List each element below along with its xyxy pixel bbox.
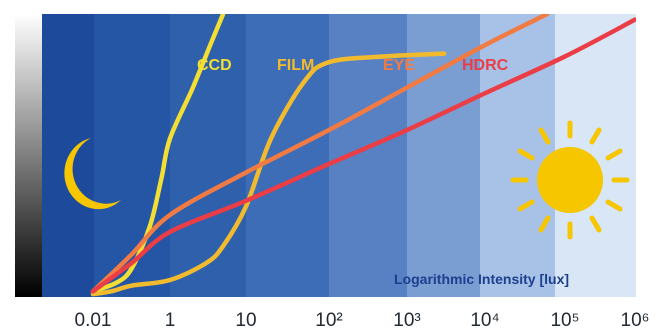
x-tick-label-2: 1 xyxy=(165,310,176,331)
x-tick-label-8: 10⁶ xyxy=(621,310,650,331)
intensity-band-3 xyxy=(170,14,246,297)
curves-layer xyxy=(90,14,636,297)
intensity-band-4 xyxy=(246,14,329,297)
hdrc-curve xyxy=(90,17,636,294)
ccd-curve-label: CCD xyxy=(197,57,232,74)
moon-icon xyxy=(64,138,121,210)
ccd-curve xyxy=(90,14,226,294)
film-curve xyxy=(90,51,447,297)
x-tick-label-1: 0.01 xyxy=(75,310,112,331)
x-tick-label-6: 10⁴ xyxy=(470,310,499,331)
intensity-band-1 xyxy=(42,14,94,297)
intensity-band-7 xyxy=(480,14,555,297)
intensity-band-2 xyxy=(94,14,170,297)
intensity-band-6 xyxy=(407,14,480,297)
film-curve-label: FILM xyxy=(277,57,314,74)
x-tick-label-4: 10² xyxy=(315,310,342,331)
eye-curve xyxy=(90,14,550,294)
hdrc-curve-label: HDRC xyxy=(462,57,509,74)
x-tick-label-3: 10 xyxy=(235,310,256,331)
x-tick-label-7: 10⁵ xyxy=(550,310,579,331)
x-tick-label-5: 10³ xyxy=(393,310,420,331)
x-axis-label: Logarithmic Intensity [lux] xyxy=(394,271,569,287)
symbols-layer xyxy=(64,120,630,240)
left-gradient-strip xyxy=(15,14,42,297)
curve-labels-layer: CCD FILM EYE HDRC Logarithmic Intensity … xyxy=(197,57,569,287)
x-axis-ticks: 0.01 1 10 10² 10³ 10⁴ 10⁵ 10⁶ xyxy=(75,310,650,331)
eye-curve-label: EYE xyxy=(383,57,415,74)
sun-icon xyxy=(510,120,630,240)
intensity-bands xyxy=(42,14,636,297)
